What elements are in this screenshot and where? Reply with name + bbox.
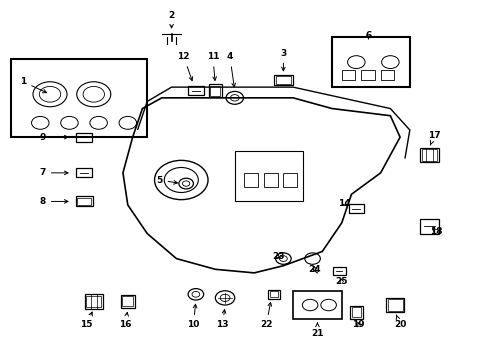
Text: 10: 10 [187,304,199,329]
Bar [267,290,279,299]
Text: 11: 11 [206,52,219,80]
Bar [331,37,409,87]
Text: 3: 3 [280,49,286,71]
Bar [387,299,402,311]
Text: 23: 23 [272,252,284,261]
Text: 6: 6 [365,31,371,40]
Text: 17: 17 [427,131,440,145]
Bar [361,70,374,80]
Text: 8: 8 [40,197,68,206]
Bar [234,152,302,202]
Bar [380,70,393,80]
Text: 21: 21 [310,323,323,338]
Bar [341,70,355,80]
Text: 5: 5 [156,176,177,185]
Bar [385,298,404,312]
Text: 12: 12 [177,52,192,81]
Bar [283,173,296,187]
Text: 4: 4 [226,52,235,87]
Text: 19: 19 [352,320,365,329]
Text: 22: 22 [260,302,272,329]
Text: 24: 24 [308,265,321,274]
Text: 13: 13 [216,310,228,329]
Bar [188,86,203,95]
Bar [75,197,92,206]
Bar [419,148,438,162]
Bar [122,296,133,306]
Bar [419,219,438,234]
Bar [84,294,103,309]
Bar [77,198,90,205]
Bar [208,85,222,97]
Text: 25: 25 [335,277,347,286]
Bar [292,291,341,319]
Bar [348,204,364,213]
Bar [351,307,360,317]
Bar [421,149,436,161]
Text: 1: 1 [20,77,46,93]
Text: 7: 7 [40,168,68,177]
Bar [275,76,290,84]
Bar [332,267,346,275]
Text: 2: 2 [168,11,174,28]
Bar [273,75,292,85]
Text: 15: 15 [80,312,93,329]
Bar [269,291,277,297]
Bar [264,173,277,187]
Text: 18: 18 [429,227,442,236]
Text: 16: 16 [119,312,131,329]
Bar [86,296,101,307]
Bar [120,295,135,308]
Bar [76,168,92,177]
Text: 20: 20 [393,315,406,329]
Text: 9: 9 [40,132,68,141]
Text: 14: 14 [337,199,350,208]
Bar [76,133,92,141]
Bar [11,59,147,137]
Bar [210,86,220,95]
Bar [244,173,258,187]
Bar [349,306,362,319]
